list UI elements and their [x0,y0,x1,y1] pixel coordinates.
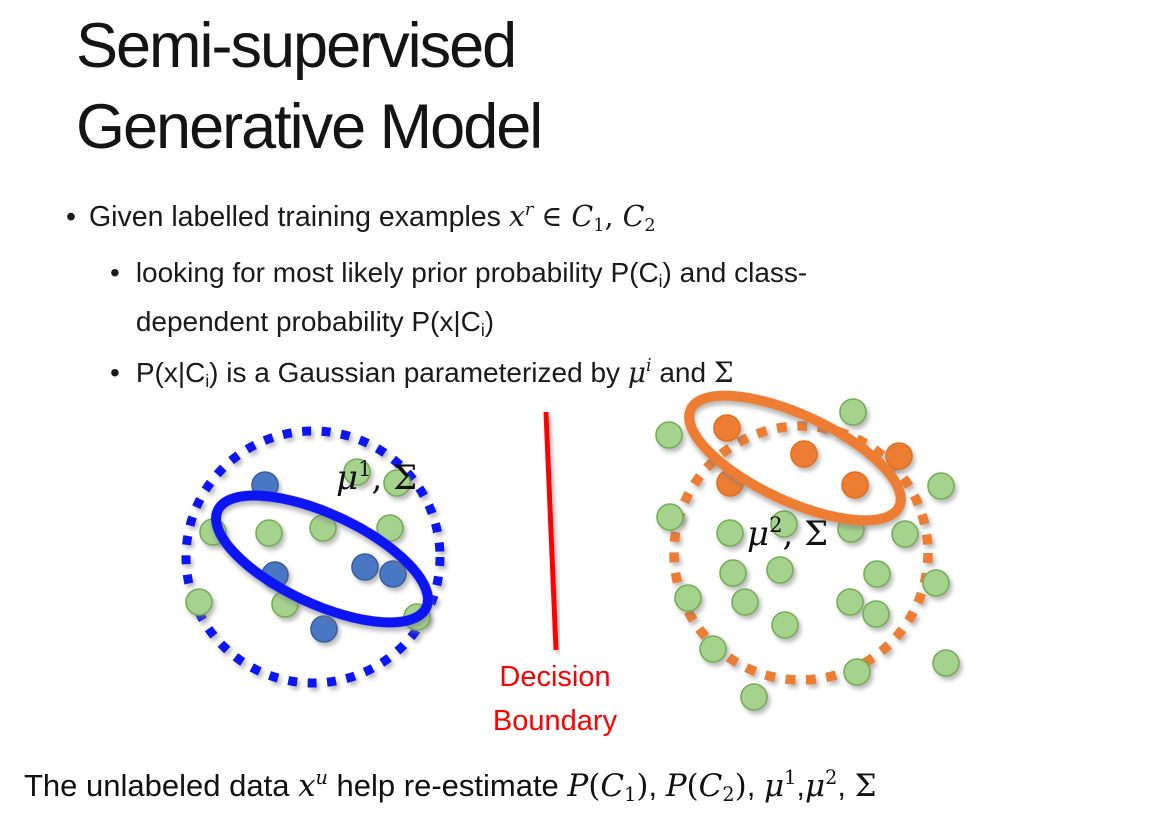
gaussian-outlines [211,390,906,628]
unlabeled-dot [922,569,950,597]
bullet-marker: • [110,357,120,388]
unlabeled-dot [766,556,794,584]
unlabeled-dot [770,510,798,538]
unlabeled-dot [185,588,213,616]
bullet-text-gaussian: P(x|Ci) is a Gaussian parameterized by μ… [135,356,734,391]
unlabeled-dot [927,472,955,500]
unlabeled-dot [740,683,768,711]
unlabeled-dot [655,421,683,449]
unlabeled-dot [839,398,867,426]
unlabeled-dot [843,658,871,686]
decision-boundary-line [543,411,559,651]
data-points [185,398,960,711]
unlabeled-dot [716,519,744,547]
unlabeled-dot [674,584,702,612]
class1-gaussian-ellipse [211,490,433,628]
bullet-text-given-examples: Given labelled training examples xr ∈ C1… [88,200,656,236]
bullet-marker: • [66,201,76,233]
unlabeled-dot [863,560,891,588]
unlabeled-dot [862,600,890,628]
unlabeled-dot [731,588,759,616]
class2-dot [841,471,869,499]
class1-dot [379,560,407,588]
class1-dot [310,615,338,643]
mu1-sigma-label: μ1, Σ [336,455,418,498]
unlabeled-dot [699,635,727,663]
bullet-marker: • [110,257,120,288]
bullet-item-gaussian: • P(x|Ci) is a Gaussian parameterized by… [110,350,734,400]
bullet-item-prior-probability: • looking for most likely prior probabil… [110,250,807,348]
bullet-line-1: looking for most likely prior probabilit… [135,257,808,291]
class1-prior-dotted-circle [181,426,445,688]
footer-text: The unlabeled data xu help re-estimate P… [24,766,877,807]
class1-dot [351,553,379,581]
unlabeled-dot [656,503,684,531]
unlabeled-dot [383,469,411,497]
prior-distribution-outlines [181,421,933,688]
unlabeled-dot [719,559,747,587]
unlabeled-dot [891,520,919,548]
unlabeled-dot [255,519,283,547]
bullet-line-2: dependent probability P(x|Ci) [135,306,495,340]
unlabeled-dot [343,458,371,486]
class2-gaussian-ellipse [684,390,906,526]
decision-boundary-label: Decision Boundary [492,661,618,737]
unlabeled-dot [771,611,799,639]
class2-dot [885,442,913,470]
mu2-sigma-label: μ2, Σ [747,511,829,554]
class2-dot [713,414,741,442]
bullet-text-prior-probability: looking for most likely prior probabilit… [136,250,807,348]
page-title: Semi-supervised Generative Model [76,11,543,162]
unlabeled-dot [932,649,960,677]
unlabeled-dot [376,514,404,542]
bullet-item-given-examples: • Given labelled training examples xr ∈ … [66,198,656,240]
unlabeled-dot [836,588,864,616]
decision-boundary-group [543,411,559,651]
class2-prior-dotted-circle [669,421,933,685]
class2-dot [790,440,818,468]
